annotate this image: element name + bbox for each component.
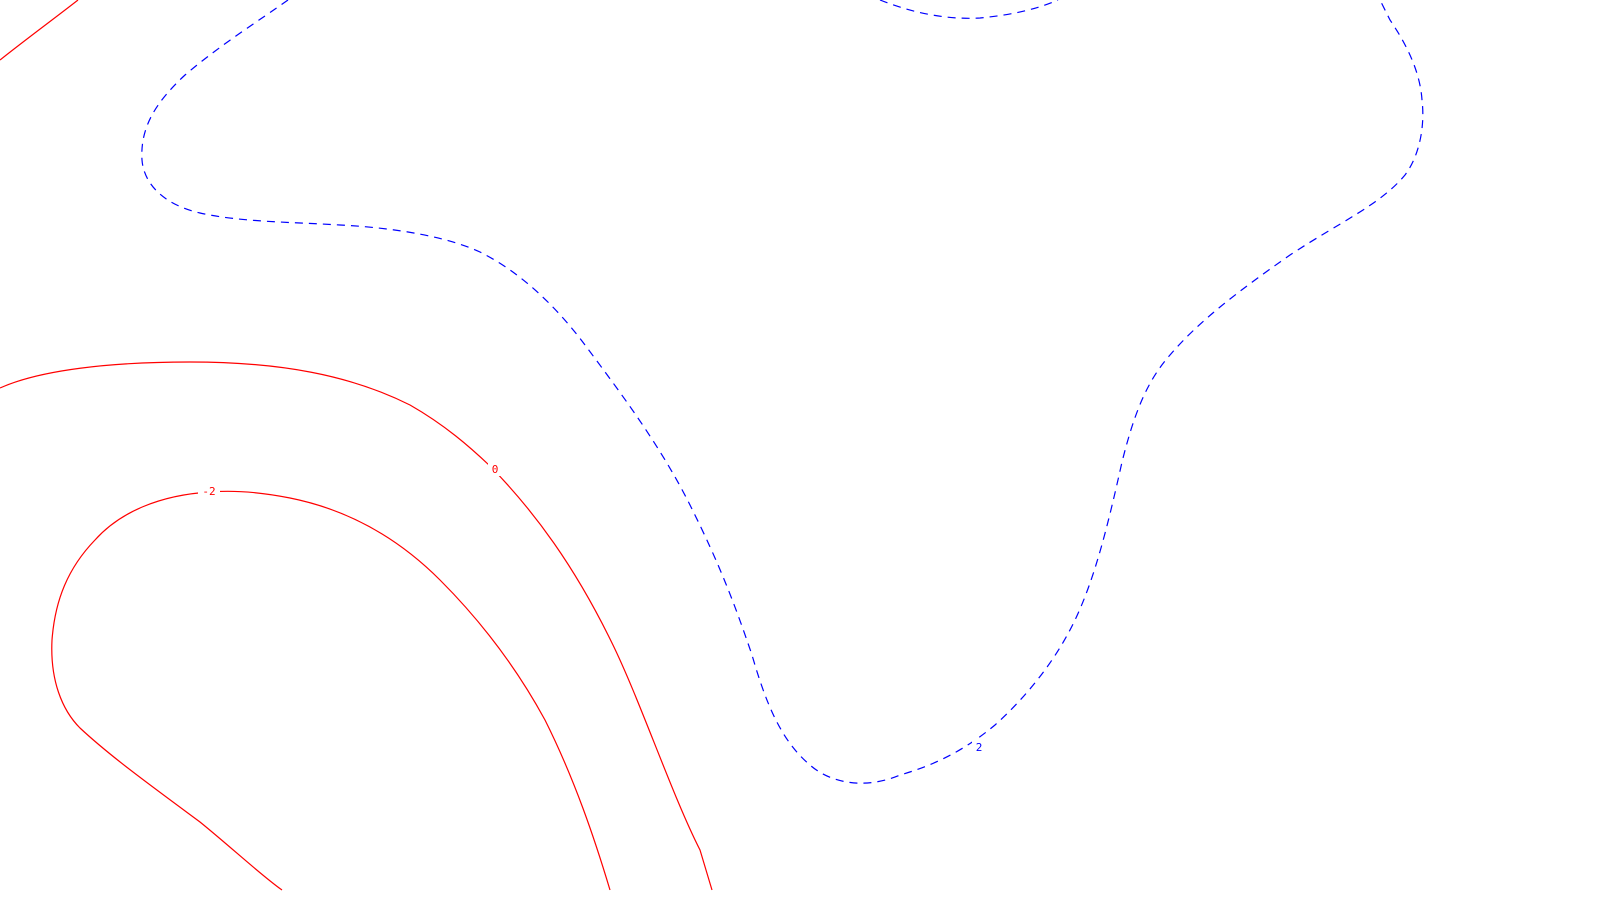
contour-line-minus-two (51, 490, 611, 891)
contour-label-minus-two-group: -2 (198, 484, 220, 498)
contour-line-zero (0, 361, 713, 891)
contour-line-plus-two-left (141, 0, 1424, 784)
contour-label-plus-two: 2 (976, 741, 983, 754)
contour-line-plus-two-top (879, 0, 1059, 19)
contour-label-minus-two: -2 (202, 485, 215, 498)
contour-label-zero: 0 (492, 463, 499, 476)
contour-line-corner (0, 0, 79, 61)
contour-label-zero-group: 0 (488, 462, 502, 476)
contour-label-plus-two-group: 2 (972, 740, 986, 754)
